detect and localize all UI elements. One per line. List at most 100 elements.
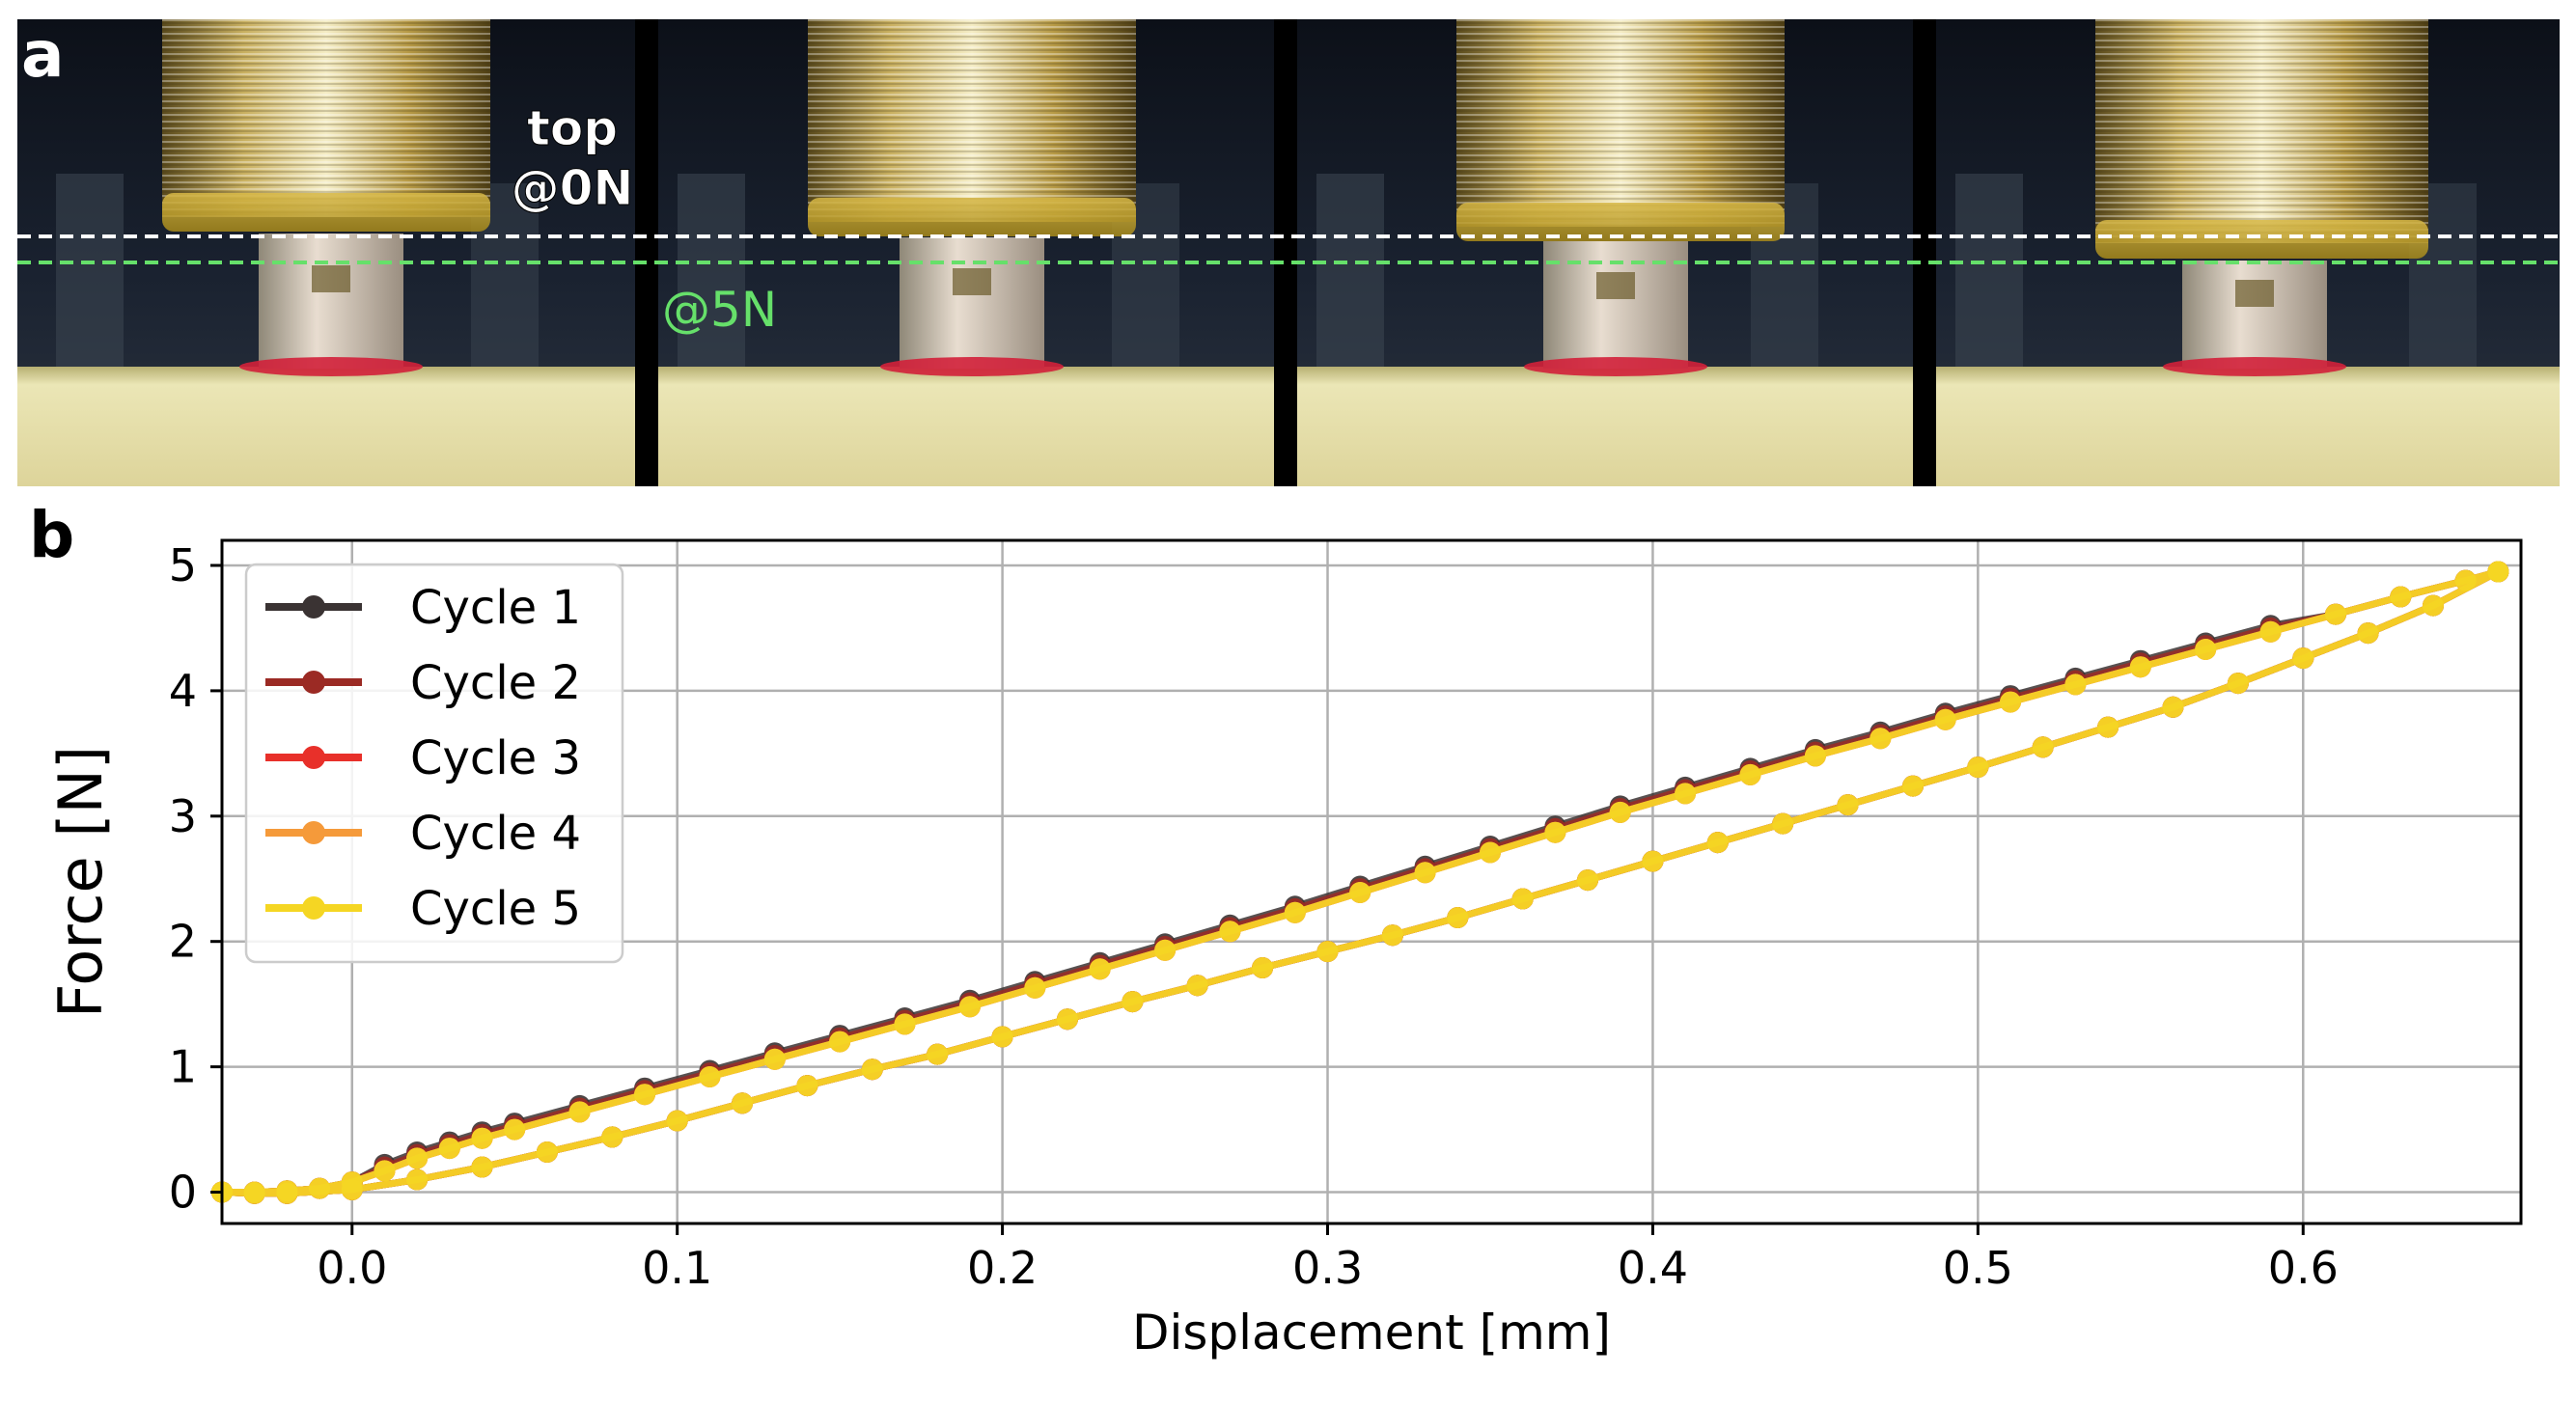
data-point — [1544, 821, 1566, 843]
data-point — [1902, 775, 1924, 797]
x-tick-label: 0.4 — [1618, 1242, 1688, 1294]
y-tick-label: 1 — [169, 1041, 197, 1093]
legend-swatch-marker — [302, 671, 325, 694]
y-axis-label: Force [N] — [45, 746, 116, 1018]
data-point — [2000, 691, 2021, 713]
data-point — [1675, 783, 1697, 805]
data-point — [2227, 673, 2249, 695]
data-point — [471, 1156, 493, 1178]
data-point — [699, 1066, 721, 1087]
data-point — [1024, 976, 1046, 999]
data-point — [568, 1101, 591, 1123]
data-point — [1252, 957, 1274, 978]
legend-swatch-marker — [302, 821, 325, 844]
5n-label: @5N — [662, 282, 777, 338]
frame-separator — [1913, 19, 1936, 486]
data-point — [1414, 862, 1436, 884]
legend: Cycle 1 Cycle 2 Cycle 3 Cycle 4 Cycle 5 — [244, 563, 624, 964]
data-point — [1642, 850, 1664, 872]
data-point — [438, 1138, 460, 1160]
data-point — [2390, 586, 2412, 608]
x-axis-label: Displacement [mm] — [1132, 1305, 1611, 1361]
0n-label: @0N — [512, 160, 634, 216]
data-point — [2032, 736, 2054, 758]
panel-label-a: a — [21, 17, 65, 92]
y-tick-label: 2 — [169, 916, 197, 968]
photo-frame-4 — [1936, 19, 2560, 486]
compression-photo-strip: top @0N @5N — [17, 19, 2560, 486]
data-point — [2423, 594, 2444, 617]
data-point — [666, 1110, 688, 1132]
x-axis-ticks: 0.0 0.1 0.2 0.3 0.4 0.5 0.6 — [317, 1223, 2339, 1294]
y-tick-label: 5 — [169, 539, 197, 591]
legend-entry: Cycle 2 — [410, 656, 581, 710]
data-point — [1089, 958, 1111, 980]
legend-entry: Cycle 1 — [410, 581, 581, 635]
data-point — [1480, 841, 1501, 864]
data-point — [2487, 561, 2509, 583]
data-point — [763, 1048, 786, 1070]
data-point — [2357, 622, 2379, 645]
data-point — [2129, 656, 2151, 678]
data-point — [2097, 716, 2119, 738]
data-point — [1186, 975, 1208, 997]
data-point — [634, 1084, 655, 1106]
data-point — [1739, 763, 1761, 785]
y-tick-label: 0 — [169, 1167, 197, 1219]
data-point — [309, 1177, 331, 1199]
x-tick-label: 0.5 — [1943, 1242, 2013, 1294]
data-point — [1349, 882, 1371, 903]
data-point — [861, 1058, 883, 1081]
data-point — [732, 1092, 754, 1114]
frame-separator — [1274, 19, 1297, 486]
y-axis-ticks: 0 1 2 3 4 5 — [169, 539, 222, 1219]
data-point — [406, 1147, 429, 1169]
data-point — [1447, 907, 1469, 928]
legend-entry: Cycle 5 — [410, 882, 581, 936]
series-layer — [211, 561, 2509, 1204]
photo-frame-1 — [17, 19, 635, 486]
data-point — [1870, 728, 1892, 750]
data-point — [2259, 620, 2282, 643]
data-point — [2454, 569, 2477, 591]
data-point — [2292, 647, 2314, 670]
data-point — [374, 1160, 396, 1182]
data-point — [1284, 901, 1306, 923]
data-point — [991, 1026, 1013, 1048]
data-point — [958, 996, 981, 1018]
data-point — [1511, 888, 1534, 910]
plot-frame — [220, 538, 2523, 1225]
data-point — [1837, 794, 1859, 816]
data-point — [341, 1178, 363, 1200]
data-point — [1219, 921, 1241, 943]
data-point — [829, 1031, 851, 1053]
series-cycle-5 — [211, 561, 2509, 1204]
data-point — [1706, 832, 1729, 854]
legend-swatch-marker — [302, 896, 325, 920]
data-point — [1154, 939, 1177, 961]
data-point — [504, 1118, 526, 1141]
data-point — [2195, 639, 2217, 660]
data-point — [2162, 696, 2184, 718]
x-tick-label: 0.3 — [1292, 1242, 1363, 1294]
y-tick-label: 3 — [169, 790, 197, 842]
data-point — [601, 1126, 623, 1148]
x-tick-label: 0.2 — [967, 1242, 1038, 1294]
data-point — [894, 1013, 916, 1035]
legend-box — [244, 563, 624, 964]
data-point — [1772, 812, 1794, 835]
data-point — [1316, 941, 1339, 963]
data-point — [536, 1141, 558, 1163]
y-tick-label: 4 — [169, 665, 197, 717]
data-point — [796, 1075, 818, 1097]
data-point — [1057, 1008, 1078, 1031]
x-tick-label: 0.6 — [2268, 1242, 2339, 1294]
photo-frame-3 — [1297, 19, 1913, 486]
data-point — [1122, 991, 1144, 1013]
frame-separator — [635, 19, 658, 486]
panel-label-b: b — [29, 498, 75, 572]
data-point — [1381, 924, 1403, 947]
legend-entry: Cycle 3 — [410, 731, 581, 785]
data-point — [1804, 745, 1826, 767]
data-point — [2064, 674, 2087, 696]
